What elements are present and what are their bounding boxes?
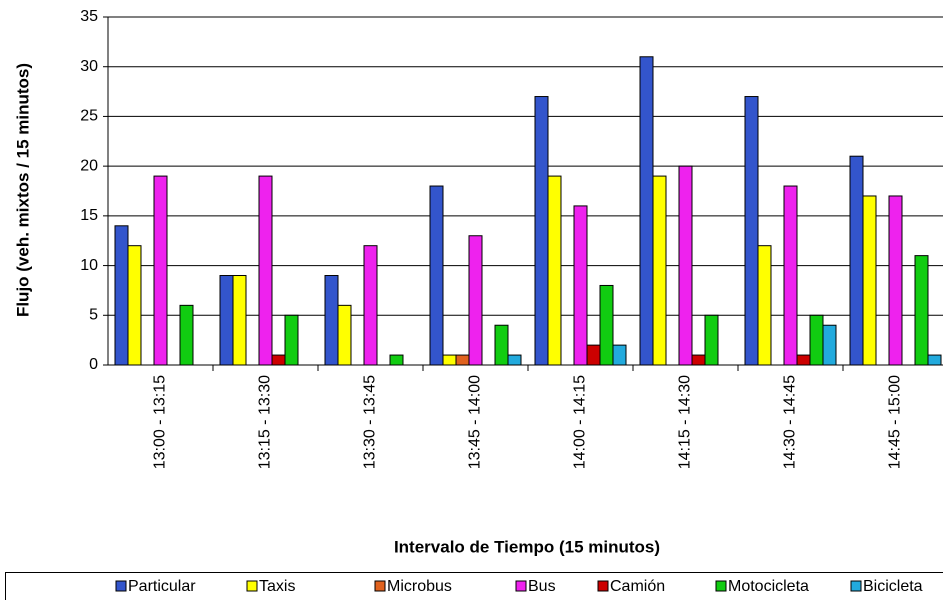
bar: [547, 175, 562, 366]
x-tick-label: 13:45 - 14:00: [467, 375, 484, 469]
y-tick-label: 20: [80, 157, 98, 174]
bar: [691, 354, 706, 366]
y-tick-label: 25: [80, 108, 98, 125]
legend-swatch: [115, 580, 127, 592]
legend-box: [5, 572, 943, 600]
x-tick-label: 13:00 - 13:15: [152, 375, 169, 469]
x-tick-label: 14:15 - 14:30: [677, 375, 694, 469]
x-tick-label: 13:30 - 13:45: [362, 375, 379, 469]
legend-swatch: [597, 580, 609, 592]
bar: [704, 314, 719, 366]
legend-label: Taxis: [259, 578, 295, 595]
x-tick-label: 14:00 - 14:15: [572, 375, 589, 469]
bar: [114, 225, 129, 366]
bar: [258, 175, 273, 366]
bar: [389, 354, 404, 366]
y-axis-title: Flujo (veh. mixtos / 15 minutos): [13, 63, 32, 317]
bar: [914, 255, 929, 366]
bar: [599, 284, 614, 366]
bar: [652, 175, 667, 366]
y-tick-label: 30: [80, 58, 98, 75]
bar: [809, 314, 824, 366]
bar: [586, 344, 601, 366]
bar: [468, 235, 483, 366]
legend-swatch: [374, 580, 386, 592]
bar: [232, 275, 247, 366]
bar: [284, 314, 299, 366]
bar: [442, 354, 457, 366]
y-tick-label: 10: [80, 257, 98, 274]
legend-label: Particular: [128, 578, 196, 595]
bar: [455, 354, 470, 366]
bar: [219, 275, 234, 366]
bar: [796, 354, 811, 366]
y-tick-label: 15: [80, 207, 98, 224]
legend-label: Motocicleta: [728, 578, 809, 595]
legend-label: Microbus: [387, 578, 452, 595]
bar: [271, 354, 286, 366]
bar: [927, 354, 942, 366]
bar: [888, 195, 903, 366]
bar: [744, 96, 759, 366]
x-tick-label: 14:45 - 15:00: [887, 375, 904, 469]
bar: [494, 324, 509, 366]
x-tick-label: 13:15 - 13:30: [257, 375, 274, 469]
legend-swatch: [246, 580, 258, 592]
bar: [862, 195, 877, 366]
bar: [507, 354, 522, 366]
y-tick-label: 0: [89, 356, 98, 373]
legend-swatch: [850, 580, 862, 592]
bar: [639, 56, 654, 366]
bar: [849, 155, 864, 366]
bar: [127, 245, 142, 366]
bar: [757, 245, 772, 366]
bar: [337, 304, 352, 366]
bar: [429, 185, 444, 366]
legend-label: Bus: [528, 578, 556, 595]
y-tick-label: 35: [80, 8, 98, 25]
x-axis-title: Intervalo de Tiempo (15 minutos): [394, 537, 660, 556]
bar: [179, 304, 194, 366]
bar: [573, 205, 588, 366]
legend-label: Bicicleta: [863, 578, 923, 595]
bar: [612, 344, 627, 366]
legend-swatch: [515, 580, 527, 592]
bar: [534, 96, 549, 366]
bar: [363, 245, 378, 366]
bar: [324, 275, 339, 366]
bar: [153, 175, 168, 366]
bar: [678, 165, 693, 366]
bar: [822, 324, 837, 366]
legend-swatch: [715, 580, 727, 592]
x-tick-label: 14:30 - 14:45: [782, 375, 799, 469]
bar: [783, 185, 798, 366]
y-tick-label: 5: [89, 307, 98, 324]
legend-label: Camión: [610, 578, 665, 595]
